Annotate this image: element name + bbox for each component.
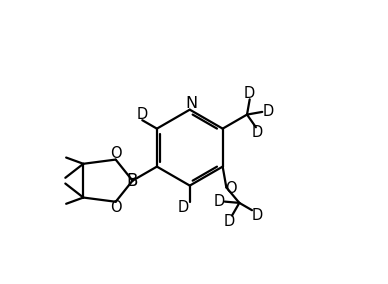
Text: D: D: [137, 106, 148, 122]
Text: D: D: [252, 208, 263, 223]
Text: B: B: [127, 172, 138, 190]
Text: D: D: [244, 86, 255, 101]
Text: D: D: [223, 214, 235, 229]
Text: D: D: [252, 125, 263, 140]
Text: O: O: [111, 146, 122, 161]
Text: D: D: [177, 200, 189, 215]
Text: D: D: [263, 105, 274, 119]
Text: O: O: [225, 181, 237, 196]
Text: D: D: [213, 194, 225, 209]
Text: O: O: [111, 201, 122, 216]
Text: N: N: [185, 96, 197, 111]
